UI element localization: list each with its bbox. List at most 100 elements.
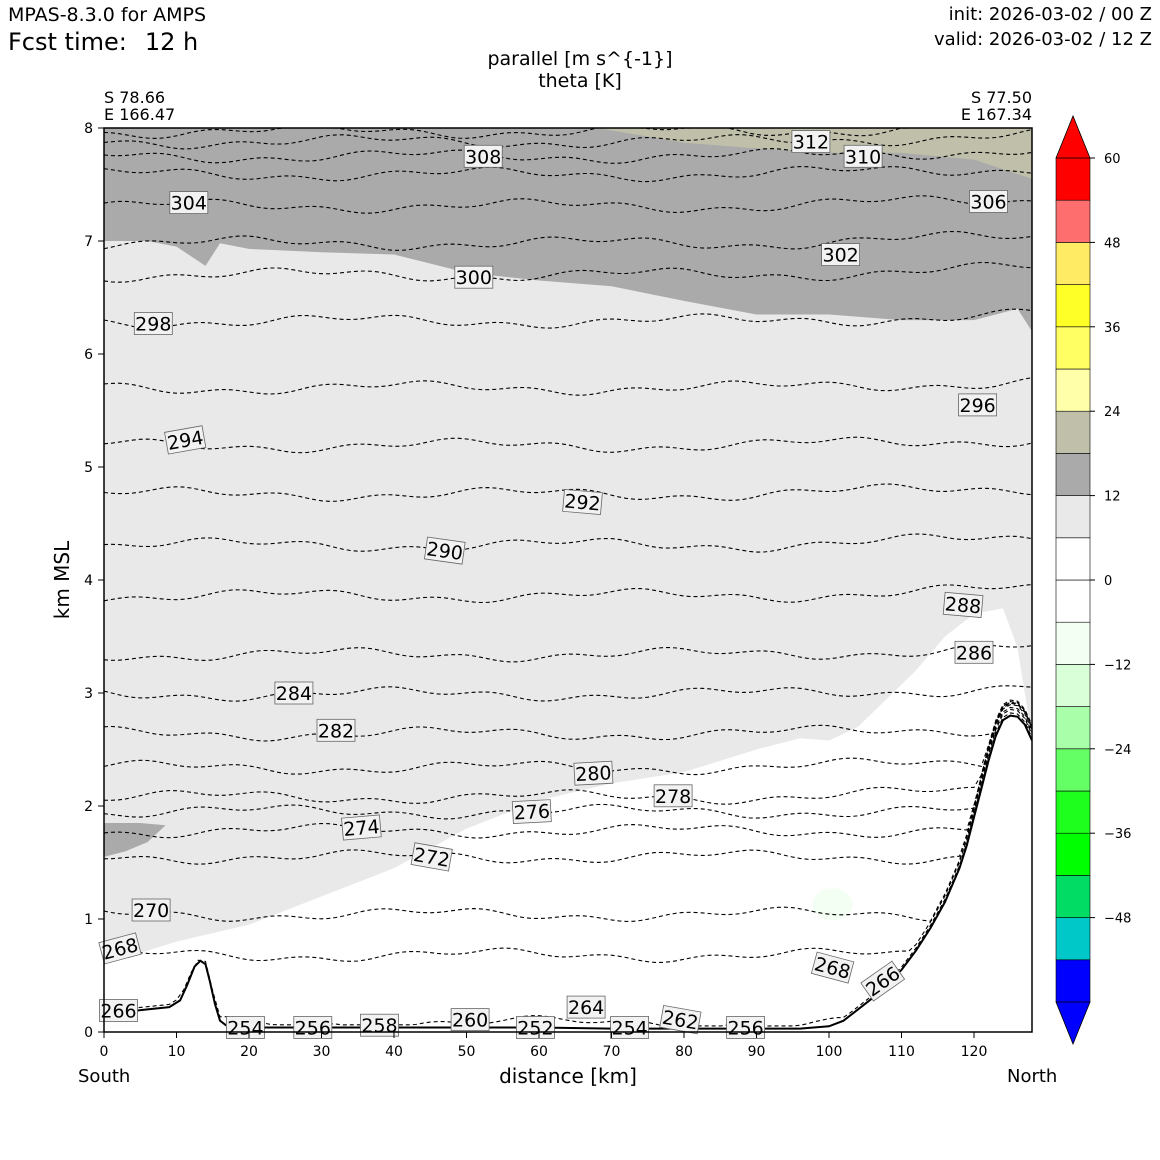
x-tick-label-60: 60 — [530, 1044, 548, 1060]
theta-contour-306 — [104, 166, 1032, 183]
fill-band-6-12 — [104, 128, 1032, 965]
colorbar: 60 48 36 24 12 0 −12 −24 −36 −48 — [1055, 114, 1131, 1046]
contour-label-text: 290 — [425, 538, 464, 565]
theta-contour-268 — [104, 708, 1032, 963]
contour-label-270: 270 — [131, 898, 171, 922]
colorbar-segment — [1055, 748, 1091, 792]
contour-label-box — [810, 951, 855, 984]
model-title: MPAS-8.3.0 for AMPS — [8, 4, 207, 26]
colorbar-segment — [1055, 368, 1091, 412]
contour-label-278: 278 — [653, 784, 693, 808]
contour-label-box — [463, 144, 503, 168]
colorbar-segment — [1055, 664, 1091, 707]
contour-label-box — [274, 681, 314, 705]
wind-fill-layer — [104, 128, 1032, 965]
contour-label-258: 258 — [360, 1013, 399, 1037]
right-endpoint-lon: E 167.34 — [960, 105, 1032, 124]
y-tick-label-3: 3 — [84, 686, 93, 702]
contour-label-text: 270 — [133, 900, 169, 922]
y-tick-label-5: 5 — [84, 460, 93, 476]
contour-label-text: 260 — [452, 1010, 488, 1032]
theta-contour-286 — [104, 644, 1032, 663]
chart-subtitle: theta [K] — [538, 70, 622, 92]
contour-label-box — [450, 1008, 490, 1031]
contour-label-text: 298 — [135, 314, 171, 336]
colorbar-tick-label: 48 — [1104, 236, 1121, 251]
colorbar-segment — [1055, 157, 1091, 201]
contour-label-box — [516, 1016, 555, 1039]
contour-label-box — [562, 488, 603, 516]
x-tick-label-100: 100 — [816, 1044, 843, 1060]
contour-label-292: 292 — [562, 488, 603, 516]
contour-label-box — [360, 1013, 399, 1037]
theta-contour-312 — [104, 128, 1032, 139]
contour-label-text: 292 — [563, 490, 601, 515]
contour-label-text: 256 — [295, 1018, 331, 1040]
colorbar-segment — [1055, 959, 1091, 1003]
terrain-mask — [104, 715, 1032, 1032]
contour-label-text: 254 — [611, 1018, 647, 1040]
contour-label-272: 272 — [410, 842, 453, 872]
contour-label-box — [566, 995, 606, 1019]
y-axis-label: km MSL — [50, 540, 74, 619]
chart-title: parallel [m s^{-1}] — [487, 48, 673, 70]
colorbar-tick-label: −12 — [1104, 658, 1131, 673]
theta-contour-288 — [104, 583, 1032, 604]
contour-label-box — [954, 640, 994, 664]
theta-contour-304 — [104, 195, 1032, 214]
contour-label-box — [164, 425, 207, 455]
direction-south: South — [78, 1066, 131, 1087]
contour-label-box — [610, 1016, 649, 1039]
contour-label-288: 288 — [942, 591, 984, 618]
y-tick-label-2: 2 — [84, 799, 93, 815]
contour-label-312: 312 — [791, 130, 831, 154]
right-endpoint-lat: S 77.50 — [970, 88, 1032, 107]
contour-label-text: 302 — [822, 245, 858, 267]
forecast-time: Fcst time: 12 h — [8, 28, 198, 56]
valid-time: valid: 2026-03-02 / 12 Z — [934, 29, 1152, 50]
colorbar-tick-label: 12 — [1104, 490, 1121, 505]
contour-label-box — [454, 265, 494, 289]
contour-label-268: 268 — [810, 951, 855, 984]
contour-label-text: 310 — [845, 146, 881, 168]
colorbar-segment — [1055, 326, 1091, 370]
contour-label-260: 260 — [450, 1008, 490, 1032]
theta-contour-270 — [104, 706, 1032, 922]
left-endpoint-lat: S 78.66 — [104, 88, 166, 107]
contour-label-text: 274 — [342, 816, 380, 841]
contour-label-box — [131, 898, 171, 922]
contour-label-256: 256 — [293, 1016, 333, 1040]
theta-contour-290 — [104, 533, 1032, 553]
contour-label-box — [293, 1016, 333, 1039]
colorbar-segment — [1055, 410, 1091, 454]
x-tick-label-50: 50 — [458, 1044, 476, 1060]
contour-label-box — [424, 536, 466, 565]
contour-label-text: 256 — [727, 1018, 763, 1040]
y-tick-label-6: 6 — [84, 347, 93, 363]
contour-label-box — [225, 1016, 265, 1039]
contour-label-box — [942, 591, 984, 618]
theta-contour-272 — [104, 704, 1032, 865]
contour-label-266: 266 — [860, 960, 906, 1002]
theta-contour-274 — [104, 702, 1032, 839]
colorbar-segment — [1055, 242, 1091, 285]
contour-label-text: 268 — [812, 953, 853, 984]
contour-label-text: 280 — [575, 762, 612, 786]
contour-label-text: 278 — [655, 786, 691, 808]
y-tick-label-8: 8 — [84, 121, 93, 137]
colorbar-tick-label: 0 — [1104, 574, 1112, 589]
direction-north: North — [1007, 1066, 1058, 1087]
contour-label-box — [843, 144, 883, 168]
x-tick-label-40: 40 — [385, 1044, 403, 1060]
contour-label-text: 252 — [517, 1018, 553, 1040]
contour-label-text: 276 — [513, 801, 550, 825]
contour-label-306: 306 — [969, 190, 1008, 214]
contour-label-box — [573, 760, 614, 786]
y-tick-label-0: 0 — [84, 1025, 93, 1041]
colorbar-segment — [1055, 790, 1091, 834]
contour-label-box — [98, 932, 142, 965]
contour-label-box — [969, 190, 1008, 213]
contour-label-300: 300 — [454, 265, 494, 289]
x-axis-label: distance [km] — [499, 1064, 637, 1088]
